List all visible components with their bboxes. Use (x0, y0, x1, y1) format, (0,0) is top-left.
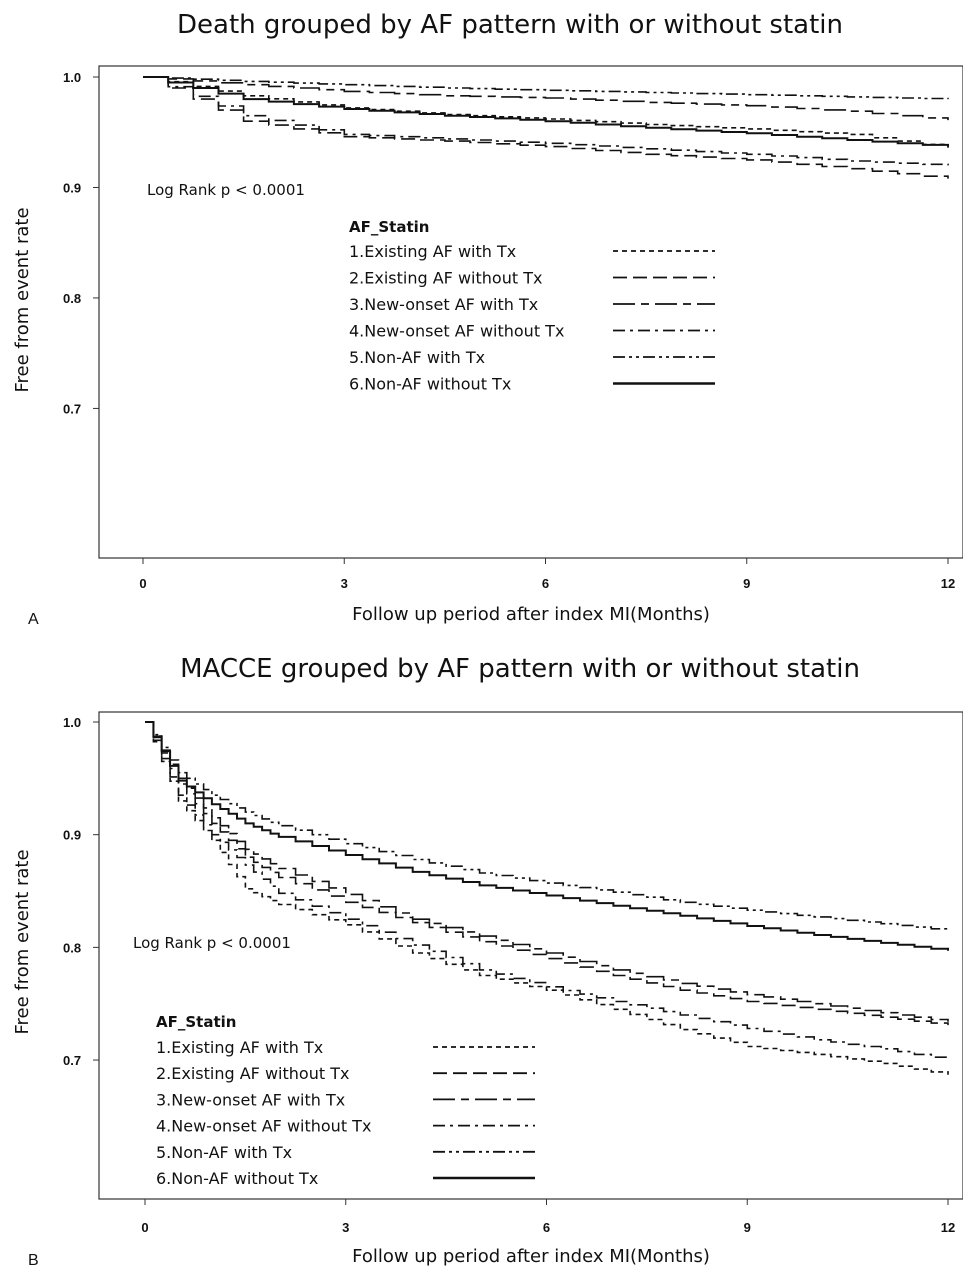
chart-b-legend-item-6: 6.Non-AF without Tx (156, 1169, 318, 1188)
chart-b-plot-frame (98, 711, 963, 1200)
chart-b-x-tick-label: 6 (543, 1220, 550, 1235)
chart-a-series-lines (143, 76, 949, 179)
chart-a-ticks: 0 3 6 9 12 1.0 0.9 0.8 0.7 (63, 70, 955, 591)
chart-panel-b: MACCE grouped by AF pattern with or with… (12, 654, 963, 1269)
chart-b-y-axis-label: Free from event rate (12, 849, 33, 1034)
chart-b-x-tick-label: 3 (342, 1220, 349, 1235)
chart-b-series-line-4 (145, 721, 949, 1060)
chart-b-legend-item-5: 5.Non-AF with Tx (156, 1143, 292, 1162)
chart-a-x-tick-label: 6 (542, 576, 549, 591)
chart-b-title: MACCE grouped by AF pattern with or with… (180, 654, 860, 684)
chart-a-y-tick-label: 0.7 (63, 401, 81, 416)
chart-a-legend-item-5: 5.Non-AF with Tx (349, 348, 485, 367)
chart-b-series-line-5 (145, 721, 949, 931)
chart-panel-a: Death grouped by AF pattern with or with… (12, 10, 963, 628)
chart-b-series-lines (145, 721, 949, 1075)
chart-a-x-tick-label: 12 (941, 576, 955, 591)
chart-b-panel-letter: B (28, 1252, 39, 1269)
chart-a-legend: AF_Statin 1.Existing AF with Tx 2.Existin… (349, 218, 715, 394)
chart-b-series-line-1 (145, 721, 949, 1075)
chart-b-y-tick-label: 0.7 (63, 1053, 81, 1068)
chart-a-y-tick-label: 1.0 (63, 70, 81, 85)
chart-a-log-rank-annotation: Log Rank p < 0.0001 (147, 181, 305, 199)
chart-b-series-line-2 (145, 721, 949, 1026)
chart-a-series-line-6 (143, 76, 949, 147)
chart-b-x-tick-label: 9 (744, 1220, 751, 1235)
chart-b-x-axis-label: Follow up period after index MI(Months) (352, 1246, 710, 1267)
chart-a-x-tick-label: 0 (139, 576, 146, 591)
chart-a-series-line-1 (143, 76, 949, 148)
chart-a-x-tick-label: 9 (743, 576, 750, 591)
chart-a-x-tick-label: 3 (341, 576, 348, 591)
chart-a-series-line-3 (143, 76, 949, 121)
chart-b-y-tick-label: 1.0 (63, 715, 81, 730)
chart-b-legend-item-3: 3.New-onset AF with Tx (156, 1090, 345, 1109)
chart-a-legend-item-6: 6.Non-AF without Tx (349, 375, 511, 394)
chart-a-legend-title: AF_Statin (349, 218, 429, 236)
chart-b-legend: AF_Statin 1.Existing AF with Tx 2.Existin… (156, 1013, 535, 1188)
chart-a-series-line-4 (143, 76, 949, 166)
chart-a-series-line-2 (143, 76, 949, 179)
chart-b-series-line-3 (145, 721, 949, 1022)
chart-b-series-line-6 (145, 721, 949, 951)
chart-a-plot-frame (98, 65, 963, 559)
chart-a-y-tick-label: 0.8 (63, 291, 81, 306)
chart-a-y-axis-label: Free from event rate (12, 207, 33, 392)
chart-a-panel-letter: A (28, 611, 39, 628)
chart-b-y-tick-label: 0.9 (63, 828, 81, 843)
chart-a-series-line-5 (143, 76, 949, 100)
chart-b-legend-title: AF_Statin (156, 1013, 236, 1031)
chart-b-x-tick-label: 0 (141, 1220, 148, 1235)
chart-b-legend-item-1: 1.Existing AF with Tx (156, 1038, 323, 1057)
chart-b-log-rank-annotation: Log Rank p < 0.0001 (133, 934, 291, 952)
chart-a-y-tick-label: 0.9 (63, 180, 81, 195)
chart-a-title: Death grouped by AF pattern with or with… (177, 10, 843, 40)
chart-b-legend-item-4: 4.New-onset AF without Tx (156, 1117, 371, 1136)
chart-b-y-tick-label: 0.8 (63, 940, 81, 955)
chart-a-legend-item-3: 3.New-onset AF with Tx (349, 295, 538, 314)
chart-b-legend-item-2: 2.Existing AF without Tx (156, 1064, 349, 1083)
chart-b-x-tick-label: 12 (941, 1220, 955, 1235)
chart-a-legend-item-1: 1.Existing AF with Tx (349, 242, 516, 261)
chart-b-ticks: 0 3 6 9 12 1.0 0.9 0.8 0.7 (63, 715, 955, 1235)
chart-a-legend-item-2: 2.Existing AF without Tx (349, 269, 542, 288)
chart-a-x-axis-label: Follow up period after index MI(Months) (352, 604, 710, 625)
chart-a-legend-item-4: 4.New-onset AF without Tx (349, 322, 564, 341)
